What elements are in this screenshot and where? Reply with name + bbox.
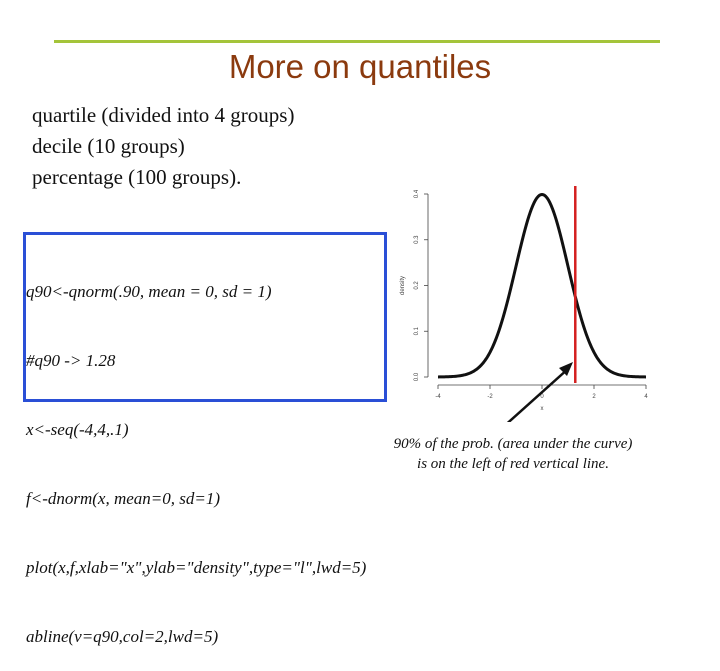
caption-line: is on the left of red vertical line. (417, 456, 609, 472)
definition-decile: decile (10 groups) (32, 134, 185, 158)
y-axis-title: density (400, 276, 406, 295)
definition-percentage: percentage (100 groups). (32, 165, 242, 189)
y-tick-label: 0.0 (414, 372, 420, 381)
caption-line: 90% of the prob. (area under the curve) (393, 436, 633, 452)
top-divider-rule (54, 40, 660, 43)
code-line: abline(v=q90,col=2,lwd=5) (26, 627, 219, 646)
density-curve (437, 192, 647, 379)
y-tick-label: 0.3 (414, 235, 420, 244)
x-tick-label: 2 (592, 394, 596, 400)
plot-frame (431, 189, 653, 384)
x-axis-title: x (541, 406, 544, 412)
code-line: q90<-qnorm(.90, mean = 0, sd = 1) (26, 282, 272, 301)
annotation-arrow-shaft (506, 367, 570, 422)
annotation-arrow-head (559, 362, 573, 376)
r-code-block: q90<-qnorm(.90, mean = 0, sd = 1) #q90 -… (26, 234, 366, 671)
y-tick-label: 0.1 (414, 326, 420, 335)
code-line: plot(x,f,xlab="x",ylab="density",type="l… (26, 558, 367, 577)
quantile-definitions: quartile (divided into 4 groups) decile … (32, 100, 294, 193)
x-tick-label: 4 (644, 394, 648, 400)
code-box (23, 232, 387, 402)
x-tick-label: -2 (487, 394, 493, 400)
slide-title: More on quantiles (228, 48, 492, 85)
plot-caption: 90% of the prob. (area under the curve) … (360, 434, 666, 474)
code-line: f<-dnorm(x, mean=0, sd=1) (26, 489, 220, 508)
normal-density-plot: 0.0 0.1 0.2 0.3 0.4 -4 -2 0 2 4 x density (400, 186, 653, 422)
code-line: #q90 -> 1.28 (26, 351, 116, 370)
x-tick-label: -4 (435, 394, 441, 400)
x-tick-label: 0 (540, 394, 544, 400)
y-tick-label: 0.2 (414, 281, 420, 290)
definition-quartile: quartile (divided into 4 groups) (32, 103, 295, 127)
y-tick-label: 0.4 (414, 189, 420, 198)
code-line: x<-seq(-4,4,.1) (26, 420, 129, 439)
